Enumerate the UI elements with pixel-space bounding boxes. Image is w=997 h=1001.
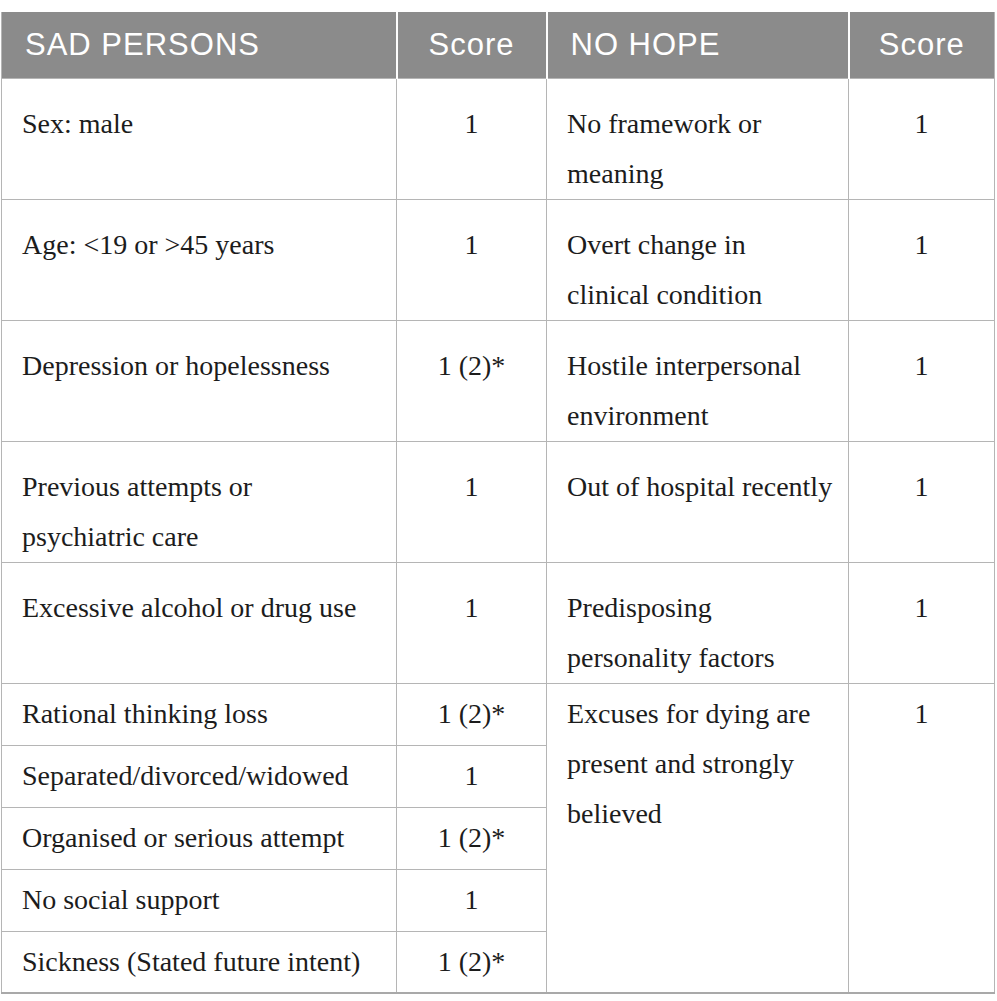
hope-score-cell: 1 (849, 441, 995, 562)
header-sad-persons: SAD PERSONS (2, 12, 397, 78)
sad-score-cell: 1 (2)* (397, 320, 547, 441)
header-score-right: Score (849, 12, 995, 78)
table-row: Age: <19 or >45 years 1 Overt change in … (2, 199, 995, 320)
header-score-left: Score (397, 12, 547, 78)
sad-criterion-cell: Depression or hopelessness (2, 320, 397, 441)
sad-criterion-cell: Sickness (Stated future intent) (2, 931, 397, 993)
sad-score-cell: 1 (397, 199, 547, 320)
hope-score-cell-merged: 1 (849, 683, 995, 993)
sad-criterion-cell: Age: <19 or >45 years (2, 199, 397, 320)
sad-criterion-cell: Previous attempts or psychiatric care (2, 441, 397, 562)
table-row: Sex: male 1 No framework or meaning 1 (2, 78, 995, 199)
sad-score-cell: 1 (2)* (397, 683, 547, 745)
sad-score-cell: 1 (397, 441, 547, 562)
sad-criterion-cell: No social support (2, 869, 397, 931)
hope-criterion-cell: Hostile interpersonal environment (547, 320, 849, 441)
sad-criterion-cell: Excessive alcohol or drug use (2, 562, 397, 683)
table-container: SAD PERSONS Score NO HOPE Score Sex: mal… (0, 0, 997, 1001)
hope-score-cell: 1 (849, 199, 995, 320)
sad-score-cell: 1 (2)* (397, 931, 547, 993)
hope-criterion-cell: Overt change in clinical condition (547, 199, 849, 320)
hope-criterion-cell: Out of hospital recently (547, 441, 849, 562)
header-row: SAD PERSONS Score NO HOPE Score (2, 12, 995, 78)
header-no-hope: NO HOPE (547, 12, 849, 78)
hope-score-cell: 1 (849, 320, 995, 441)
sad-criterion-cell: Separated/divorced/widowed (2, 745, 397, 807)
sad-score-cell: 1 (397, 78, 547, 199)
risk-assessment-table: SAD PERSONS Score NO HOPE Score Sex: mal… (1, 12, 995, 994)
sad-score-cell: 1 (397, 562, 547, 683)
hope-score-cell: 1 (849, 562, 995, 683)
hope-score-cell: 1 (849, 78, 995, 199)
hope-criterion-cell: No framework or meaning (547, 78, 849, 199)
table-row: Previous attempts or psychiatric care 1 … (2, 441, 995, 562)
sad-score-cell: 1 (397, 745, 547, 807)
sad-score-cell: 1 (397, 869, 547, 931)
sad-score-cell: 1 (2)* (397, 807, 547, 869)
table-row: Rational thinking loss 1 (2)* Excuses fo… (2, 683, 995, 745)
sad-criterion-cell: Rational thinking loss (2, 683, 397, 745)
table-footnote: *Modified SAD PERSONS. (1, 994, 997, 1001)
hope-criterion-cell-merged: Excuses for dying are present and strong… (547, 683, 849, 993)
hope-criterion-cell: Predisposing personality factors (547, 562, 849, 683)
table-row: Excessive alcohol or drug use 1 Predispo… (2, 562, 995, 683)
sad-criterion-cell: Sex: male (2, 78, 397, 199)
sad-criterion-cell: Organised or serious attempt (2, 807, 397, 869)
table-row: Depression or hopelessness 1 (2)* Hostil… (2, 320, 995, 441)
